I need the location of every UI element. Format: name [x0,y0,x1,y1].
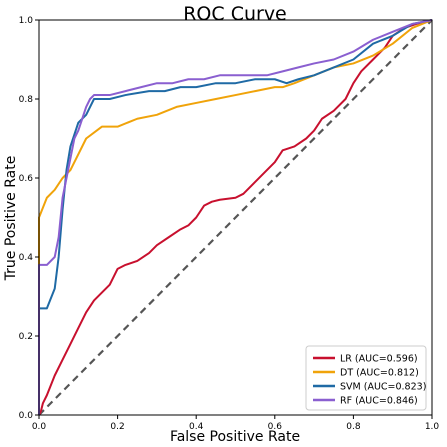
series-line-lr [38,19,433,416]
y-tick-label: 0.4 [19,253,34,263]
x-tick-label: 0.6 [268,422,283,432]
y-tick-label: 1.0 [19,16,34,26]
legend-label: SVM (AUC=0.823) [340,382,426,393]
y-tick-label: 0.2 [19,332,33,342]
y-tick-label: 0.6 [19,174,34,184]
y-tick-label: 0.8 [19,95,34,105]
x-tick-label: 0.0 [32,422,47,432]
legend-label: RF (AUC=0.846) [340,396,418,407]
y-axis-title: True Positive Rate [3,156,19,282]
y-tick-label: 0.0 [19,411,34,421]
legend-label: LR (AUC=0.596) [340,354,418,365]
chart-title: ROC Curve [183,3,287,25]
series-line-rf [38,19,433,415]
plot-area: 0.0 0.2 0.4 0.6 0.8 1.0 0.0 0.2 0.4 0.6 0.8 1.0 [19,16,440,432]
x-tick-label: 0.2 [110,422,124,432]
plot-frame [38,19,433,416]
x-tick-label: 0.8 [346,422,361,432]
x-tick-label: 0.4 [189,422,204,432]
series-line-svm [38,19,433,415]
x-axis-title: False Positive Rate [170,429,300,445]
legend-box [305,345,427,411]
legend: LR (AUC=0.596) DT (AUC=0.812) SVM (AUC=0.8… [305,345,427,411]
x-tick-label: 1.0 [425,422,440,432]
reference-diagonal-line [38,19,433,416]
legend-label: DT (AUC=0.812) [340,368,419,379]
